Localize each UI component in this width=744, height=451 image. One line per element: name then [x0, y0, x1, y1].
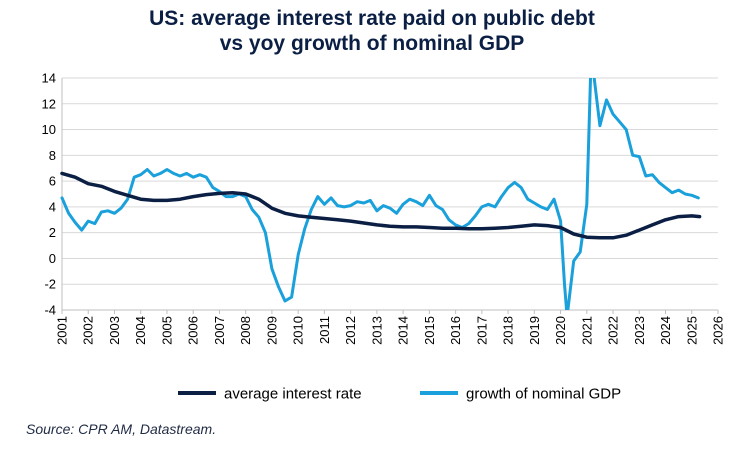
y-tick-label: -4 — [44, 303, 56, 318]
x-tick-label: 2002 — [81, 316, 96, 345]
x-tick-label: 2012 — [343, 316, 358, 345]
x-tick-label: 2026 — [711, 316, 726, 345]
x-tick-label: 2014 — [396, 316, 411, 345]
x-tick-label: 2008 — [238, 316, 253, 345]
series-line-average-interest-rate — [60, 171, 702, 240]
x-tick-label: 2001 — [55, 316, 70, 345]
legend-label: average interest rate — [224, 386, 362, 403]
source-note: Source: CPR AM, Datastream. — [26, 421, 217, 437]
axes — [61, 78, 719, 314]
x-tick-label: 2011 — [317, 316, 332, 344]
x-tick-label: 2017 — [474, 316, 489, 345]
y-axis-tick-labels: -4 -2 0 2 4 6 8 10 12 14 — [42, 71, 56, 318]
x-tick-label: 2007 — [212, 316, 227, 345]
x-tick-label: 2006 — [186, 316, 201, 345]
x-tick-label: 2024 — [658, 316, 673, 345]
legend-item-nominal-gdp-growth: growth of nominal GDP — [420, 386, 621, 403]
x-tick-label: 2015 — [422, 316, 437, 345]
y-tick-label: -2 — [44, 277, 56, 292]
x-tick-label: 2020 — [553, 316, 568, 345]
x-tick-label: 2023 — [632, 316, 647, 345]
x-tick-label: 2013 — [369, 316, 384, 345]
x-tick-label: 2018 — [501, 316, 516, 345]
chart-title-line-1: US: average interest rate paid on public… — [149, 7, 595, 30]
x-tick-label: 2005 — [159, 316, 174, 345]
x-tick-label: 2003 — [107, 316, 122, 345]
legend: average interest rate growth of nominal G… — [178, 386, 621, 403]
x-tick-label: 2016 — [448, 316, 463, 345]
x-tick-label: 2019 — [527, 316, 542, 345]
y-tick-label: 10 — [42, 122, 56, 137]
y-tick-label: 6 — [49, 174, 56, 189]
y-tick-label: 14 — [42, 71, 56, 86]
x-tick-label: 2022 — [606, 316, 621, 345]
x-tick-label: 2009 — [264, 316, 279, 345]
x-tick-label: 2004 — [133, 316, 148, 345]
x-tick-label: 2010 — [291, 316, 306, 345]
legend-label: growth of nominal GDP — [466, 386, 621, 403]
series-line-nominal-gdp-growth — [60, 78, 700, 310]
y-tick-label: 2 — [49, 225, 56, 240]
series-lines — [60, 78, 702, 310]
x-axis-tick-labels: 2001 2002 2003 2004 2005 2006 2007 2008 2009 2010… — [55, 316, 726, 345]
y-tick-label: 4 — [49, 199, 56, 214]
x-tick-label: 2025 — [684, 316, 699, 345]
y-tick-label: 12 — [42, 96, 56, 111]
gridlines — [62, 77, 718, 311]
x-tick-label: 2021 — [579, 316, 594, 345]
chart-title: US: average interest rate paid on public… — [0, 6, 744, 56]
y-tick-label: 0 — [49, 251, 56, 266]
legend-item-average-interest-rate: average interest rate — [178, 386, 362, 403]
chart-title-line-2: vs yoy growth of nominal GDP — [219, 32, 525, 55]
y-tick-label: 8 — [49, 148, 56, 163]
